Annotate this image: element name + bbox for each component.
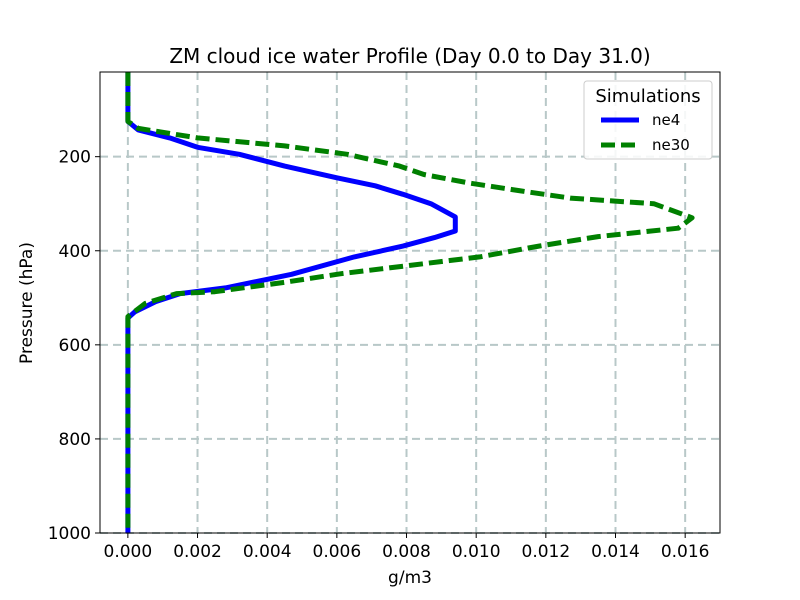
y-tick-label: 200 (59, 148, 91, 168)
x-tick-label: 0.016 (661, 542, 710, 562)
series-line-ne30 (125, 72, 695, 533)
y-axis-ticks: 200 400 600 800 1000 (48, 148, 100, 544)
x-tick-label: 0.000 (104, 542, 153, 562)
legend-box (583, 80, 713, 160)
x-tick-label: 0.004 (243, 542, 292, 562)
x-axis-label: g/m3 (388, 568, 432, 588)
y-tick-label: 1000 (48, 524, 91, 544)
y-tick-label: 600 (59, 336, 91, 356)
legend-label-ne4: ne4 (652, 111, 680, 129)
legend-title: Simulations (595, 86, 700, 107)
x-tick-label: 0.014 (591, 542, 640, 562)
x-tick-label: 0.012 (522, 542, 571, 562)
series-layer (125, 72, 695, 533)
x-tick-label: 0.006 (313, 542, 362, 562)
x-tick-label: 0.008 (382, 542, 431, 562)
legend-label-ne30: ne30 (652, 136, 690, 154)
plot-frame (99, 71, 721, 534)
y-tick-label: 800 (59, 430, 91, 450)
x-tick-label: 0.010 (452, 542, 501, 562)
x-axis-ticks: 0.000 0.002 0.004 0.006 0.008 0.010 0.012 0.014… (104, 533, 710, 562)
y-tick-label: 400 (59, 242, 91, 262)
x-tick-label: 0.002 (173, 542, 222, 562)
legend: Simulations ne4 ne30 (583, 80, 713, 160)
chart-title: ZM cloud ice water Profile (Day 0.0 to D… (169, 44, 650, 68)
y-axis-label: Pressure (hPa) (17, 242, 37, 364)
